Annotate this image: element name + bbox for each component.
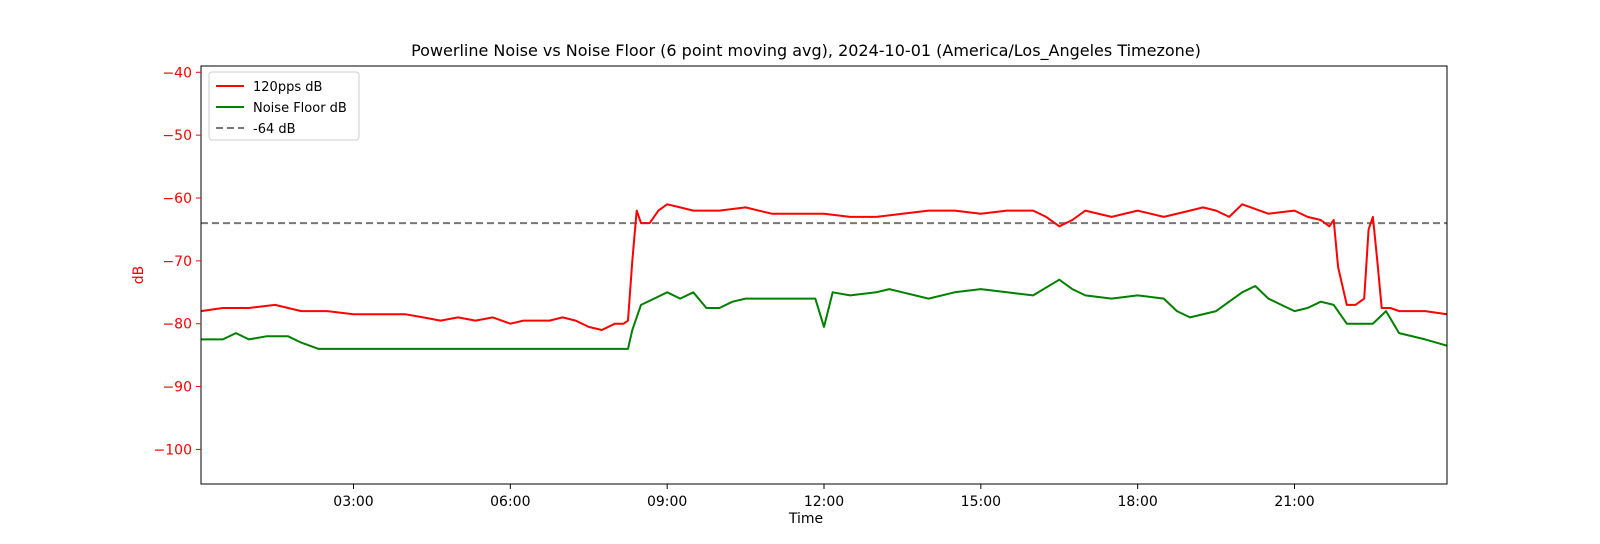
legend-entry-label: -64 dB — [253, 122, 296, 137]
x-tick-label: 06:00 — [490, 494, 530, 510]
y-tick-label: −90 — [162, 380, 192, 396]
x-tick-label: 15:00 — [961, 494, 1001, 510]
y-tick-label: −40 — [162, 65, 192, 81]
y-tick-label: −50 — [162, 128, 192, 144]
x-tick-label: 18:00 — [1117, 494, 1157, 510]
x-axis-label: Time — [788, 511, 823, 527]
x-tick-label: 21:00 — [1274, 494, 1314, 510]
y-tick-label: −60 — [162, 191, 192, 207]
legend: 120pps dB Noise Floor dB -64 dB — [208, 71, 360, 141]
plot-area — [200, 203, 1448, 350]
legend-box — [208, 71, 360, 141]
legend-entry-label: 120pps dB — [253, 80, 322, 95]
y-axis-label: dB — [131, 266, 147, 285]
x-tick-label: 12:00 — [804, 494, 844, 510]
legend-entry-label: Noise Floor dB — [253, 101, 347, 116]
x-tick-label: 03:00 — [333, 494, 373, 510]
y-tick-label: −70 — [162, 254, 192, 270]
x-tick-label: 09:00 — [647, 494, 687, 510]
series-line-noise-floor — [201, 278, 1448, 350]
axes-frame — [200, 65, 1448, 485]
chart-title: Powerline Noise vs Noise Floor (6 point … — [411, 41, 1201, 61]
y-tick-label: −80 — [162, 317, 192, 333]
axes: −40 −50 −60 −70 −80 −90 −100 03:00 06:00 09:00 12:… — [154, 65, 1448, 510]
y-tick-label: −100 — [154, 442, 192, 458]
series-line-120pps — [200, 203, 1448, 331]
